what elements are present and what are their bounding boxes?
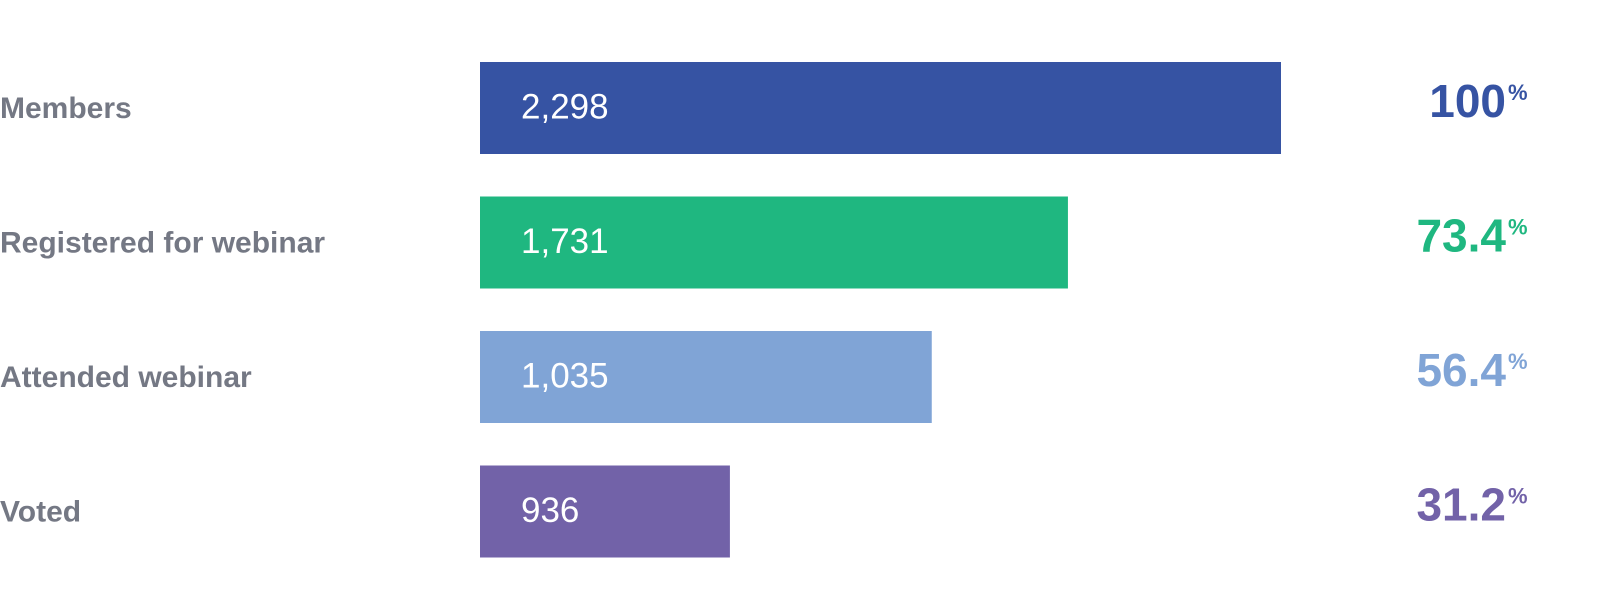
- percent-label: 31.2: [1416, 479, 1506, 531]
- bar: [480, 62, 1281, 154]
- percent-symbol: %: [1508, 80, 1528, 105]
- category-label: Members: [0, 92, 132, 125]
- bar: [480, 196, 1068, 289]
- percent-symbol: %: [1508, 349, 1528, 374]
- count-label: 1,035: [521, 356, 609, 395]
- category-label: Registered for webinar: [0, 226, 325, 259]
- bar: [480, 465, 730, 558]
- percent-label: 56.4: [1416, 344, 1506, 396]
- percent-symbol: %: [1508, 214, 1528, 239]
- percent-symbol: %: [1508, 483, 1528, 508]
- category-label: Voted: [0, 495, 81, 528]
- count-label: 2,298: [521, 87, 609, 126]
- percent-label: 73.4: [1416, 210, 1506, 262]
- category-label: Attended webinar: [0, 361, 252, 394]
- count-label: 936: [521, 491, 579, 530]
- percent-label: 100: [1429, 75, 1506, 127]
- bar: [480, 331, 932, 423]
- count-label: 1,731: [521, 222, 609, 261]
